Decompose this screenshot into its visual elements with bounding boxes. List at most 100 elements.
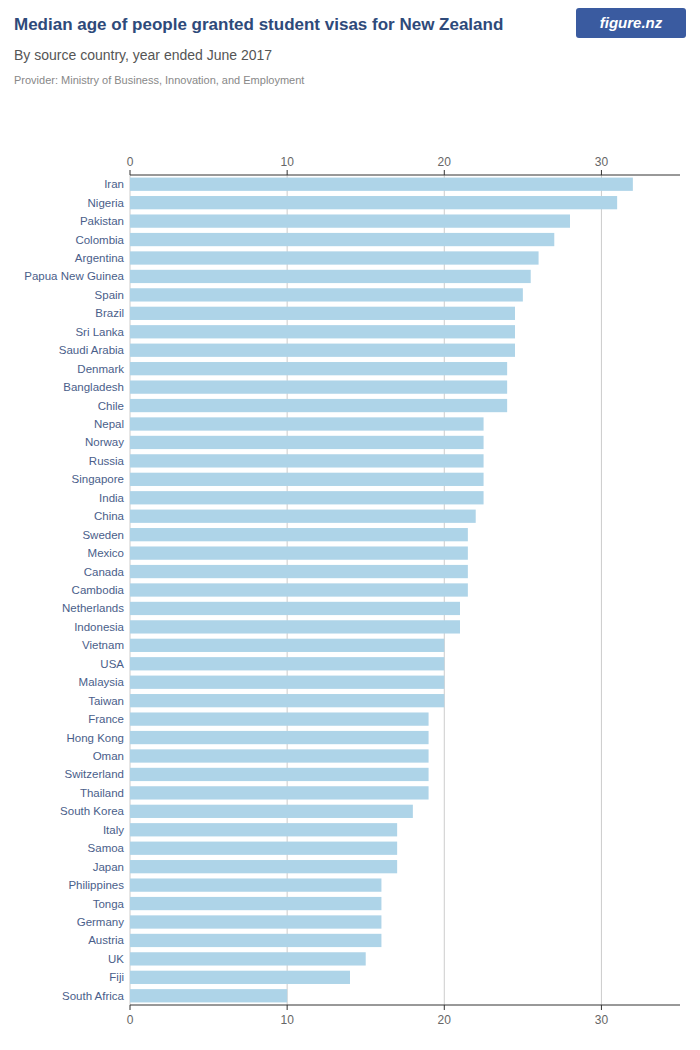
provider: Provider: Ministry of Business, Innovati… — [14, 74, 304, 86]
x-axis: 0 0 10 10 20 20 30 30 — [127, 155, 680, 1027]
category-label: Philippines — [68, 879, 124, 891]
bar — [130, 786, 429, 799]
category-label: Germany — [77, 916, 125, 928]
category-label: Canada — [84, 566, 125, 578]
category-label: Singapore — [72, 473, 124, 485]
grid-line — [601, 175, 602, 1005]
category-label: Sri Lanka — [75, 326, 124, 338]
tick-mark — [444, 170, 445, 175]
category-label: South Korea — [60, 805, 125, 817]
category-label: Nepal — [94, 418, 124, 430]
bar — [130, 694, 444, 707]
bar — [130, 934, 381, 947]
tick-label: 10 — [280, 155, 294, 169]
category-label: Oman — [93, 750, 124, 762]
bar — [130, 583, 468, 596]
bar — [130, 362, 507, 375]
bar — [130, 307, 515, 320]
bar — [130, 952, 366, 965]
category-label: Denmark — [77, 363, 124, 375]
tick-mark — [287, 1005, 288, 1010]
bar — [130, 325, 515, 338]
bar — [130, 971, 350, 984]
bar — [130, 196, 617, 209]
bar — [130, 602, 460, 615]
category-label: Cambodia — [72, 584, 125, 596]
logo-text: figure.nz — [600, 14, 663, 31]
tick-label: 20 — [438, 1013, 452, 1027]
tick-mark — [601, 170, 602, 175]
tick-label: 10 — [280, 1013, 294, 1027]
tick-label: 30 — [595, 1013, 609, 1027]
bar — [130, 676, 444, 689]
grid — [130, 175, 601, 1005]
axis-line-top — [130, 175, 680, 176]
tick-mark — [287, 170, 288, 175]
bar — [130, 639, 444, 652]
category-label: Saudi Arabia — [59, 344, 125, 356]
category-label: Brazil — [95, 307, 124, 319]
category-label: Italy — [103, 824, 124, 836]
category-label: Mexico — [88, 547, 124, 559]
bars — [130, 178, 633, 1003]
bar — [130, 417, 484, 430]
bar — [130, 510, 476, 523]
bar — [130, 251, 539, 264]
bar — [130, 842, 397, 855]
tick-label: 30 — [595, 155, 609, 169]
bar — [130, 768, 429, 781]
category-label: Fiji — [109, 971, 124, 983]
bar — [130, 546, 468, 559]
category-label: Norway — [85, 436, 124, 448]
bar — [130, 989, 287, 1002]
bar — [130, 399, 507, 412]
category-label: Indonesia — [74, 621, 124, 633]
category-label: Japan — [93, 861, 124, 873]
bar — [130, 749, 429, 762]
category-label: Colombia — [75, 234, 124, 246]
category-label: Nigeria — [88, 197, 125, 209]
category-label: Argentina — [75, 252, 125, 264]
bar — [130, 528, 468, 541]
bar — [130, 491, 484, 504]
category-label: USA — [100, 658, 124, 670]
category-label: France — [88, 713, 124, 725]
category-label: China — [94, 510, 125, 522]
category-label: Hong Kong — [66, 732, 124, 744]
category-label: Sweden — [82, 529, 124, 541]
bar — [130, 270, 531, 283]
category-label: Papua New Guinea — [24, 270, 124, 282]
tick-label: 0 — [127, 155, 134, 169]
bar — [130, 657, 444, 670]
category-label: Thailand — [80, 787, 124, 799]
bar — [130, 288, 523, 301]
tick-mark — [130, 170, 131, 175]
bar — [130, 344, 515, 357]
category-label: UK — [108, 953, 124, 965]
bar — [130, 878, 381, 891]
bar — [130, 731, 429, 744]
tick-label: 20 — [438, 155, 452, 169]
category-label: Malaysia — [79, 676, 125, 688]
category-label: Chile — [98, 400, 124, 412]
bar — [130, 897, 381, 910]
bar — [130, 473, 484, 486]
category-label: South Africa — [62, 990, 125, 1002]
bar — [130, 712, 429, 725]
bar — [130, 805, 413, 818]
tick-mark — [601, 1005, 602, 1010]
bar — [130, 860, 397, 873]
axis-line-bottom — [130, 1005, 680, 1006]
category-label: Samoa — [88, 842, 125, 854]
bar — [130, 178, 633, 191]
category-label: Bangladesh — [63, 381, 124, 393]
tick-label: 0 — [127, 1013, 134, 1027]
chart: figure.nzMedian age of people granted st… — [0, 0, 700, 1050]
category-label: India — [99, 492, 125, 504]
category-label: Iran — [104, 178, 124, 190]
bar — [130, 380, 507, 393]
bar — [130, 214, 570, 227]
bar — [130, 823, 397, 836]
category-label: Switzerland — [65, 768, 124, 780]
category-label: Vietnam — [82, 639, 124, 651]
